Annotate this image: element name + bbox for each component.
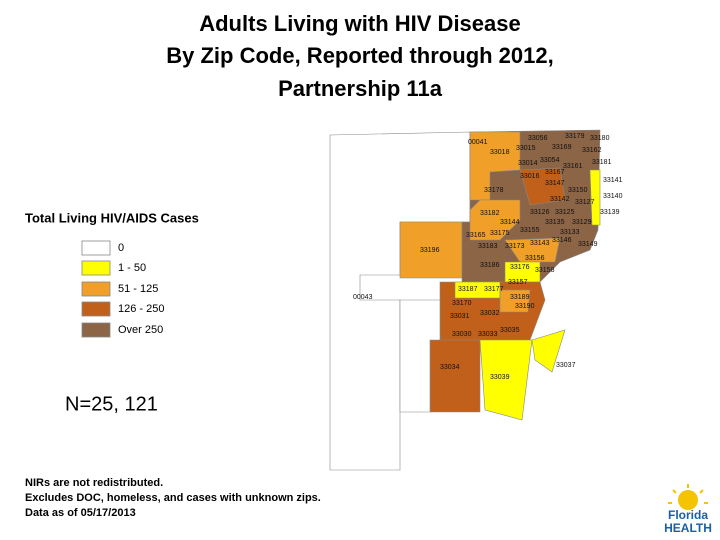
zip-label: 33177 bbox=[484, 286, 504, 293]
zip-label: 33176 bbox=[510, 264, 530, 271]
legend-swatch bbox=[81, 260, 111, 276]
zip-label: 33158 bbox=[535, 267, 555, 274]
zip-label: 33030 bbox=[452, 331, 472, 338]
title-line: Partnership 11a bbox=[278, 76, 443, 101]
zip-label: 33190 bbox=[515, 303, 535, 310]
zip-label: 33157 bbox=[508, 279, 528, 286]
zip-label: 33189 bbox=[510, 294, 530, 301]
zip-label: 00041 bbox=[468, 139, 488, 146]
map-region bbox=[479, 339, 533, 421]
zip-label: 33035 bbox=[500, 327, 520, 334]
legend-label: 51 - 125 bbox=[118, 283, 158, 295]
map-region bbox=[519, 167, 566, 206]
zip-label: 33173 bbox=[505, 243, 525, 250]
zip-label: 33014 bbox=[518, 160, 538, 167]
zip-label: 00043 bbox=[353, 294, 373, 301]
zip-label: 33140 bbox=[603, 193, 623, 200]
zip-label: 33167 bbox=[545, 169, 565, 176]
logo-text: HEALTH bbox=[664, 521, 712, 535]
zip-label: 33165 bbox=[466, 232, 486, 239]
zip-label: 33141 bbox=[603, 177, 623, 184]
map-region bbox=[399, 299, 441, 413]
legend-swatch bbox=[81, 240, 111, 256]
legend-label: 1 - 50 bbox=[118, 262, 146, 274]
map-region bbox=[499, 289, 531, 313]
map-region bbox=[469, 199, 521, 241]
note: NIRs are not redistributed. bbox=[25, 477, 163, 489]
note: Data as of 05/17/2013 bbox=[25, 507, 136, 519]
zip-label: 33178 bbox=[484, 187, 504, 194]
zip-label: 33129 bbox=[572, 219, 592, 226]
map-region bbox=[429, 339, 481, 413]
zip-label: 33126 bbox=[530, 209, 550, 216]
zip-label: 33180 bbox=[590, 135, 610, 142]
legend-label: 126 - 250 bbox=[118, 303, 164, 315]
zip-label: 33054 bbox=[540, 157, 560, 164]
zip-label: 33182 bbox=[480, 210, 500, 217]
zip-label: 33146 bbox=[552, 237, 572, 244]
title-line: Adults Living with HIV Disease bbox=[199, 11, 521, 36]
zip-label: 33144 bbox=[500, 219, 520, 226]
legend-title: Total Living HIV/AIDS Cases bbox=[25, 210, 199, 225]
logo-rays bbox=[668, 484, 708, 504]
zip-label: 33149 bbox=[578, 241, 598, 248]
logo-sun bbox=[678, 490, 698, 510]
zip-label: 33031 bbox=[450, 313, 470, 320]
map-region bbox=[469, 131, 521, 201]
zip-label: 33143 bbox=[530, 240, 550, 247]
zip-label: 33175 bbox=[490, 230, 510, 237]
zip-label: 33056 bbox=[528, 135, 548, 142]
map-region bbox=[504, 237, 561, 263]
zip-label: 33181 bbox=[592, 159, 612, 166]
zip-label: 33018 bbox=[490, 149, 510, 156]
zip-label: 33142 bbox=[550, 196, 570, 203]
legend: 0 1 - 50 51 - 125 126 - 250 Over 250 bbox=[81, 240, 164, 338]
zip-label: 33156 bbox=[525, 255, 545, 262]
legend-label: 0 bbox=[118, 242, 124, 254]
zip-label: 33127 bbox=[575, 199, 595, 206]
zip-label: 33133 bbox=[560, 229, 580, 236]
legend-swatch bbox=[81, 322, 111, 338]
zip-label: 33196 bbox=[420, 247, 440, 254]
title-line: By Zip Code, Reported through 2012, bbox=[166, 43, 553, 68]
map bbox=[329, 129, 601, 471]
zip-label: 33169 bbox=[552, 144, 572, 151]
zip-label: 33015 bbox=[516, 145, 536, 152]
zip-label: 33033 bbox=[478, 331, 498, 338]
zip-label: 33183 bbox=[478, 243, 498, 250]
zip-label: 33155 bbox=[520, 227, 540, 234]
logo-text: Florida bbox=[668, 508, 708, 522]
legend-swatch bbox=[81, 301, 111, 317]
zip-label: 33162 bbox=[582, 147, 602, 154]
zip-label: 33170 bbox=[452, 300, 472, 307]
zip-label: 33034 bbox=[440, 364, 460, 371]
zip-label: 33139 bbox=[600, 209, 620, 216]
zip-label: 33150 bbox=[568, 187, 588, 194]
zip-label: 33016 bbox=[520, 173, 540, 180]
legend-label: Over 250 bbox=[118, 324, 163, 336]
zip-label: 33037 bbox=[556, 362, 576, 369]
zip-label: 33186 bbox=[480, 262, 500, 269]
zip-label: 33125 bbox=[555, 209, 575, 216]
zip-label: 33135 bbox=[545, 219, 565, 226]
note: Excludes DOC, homeless, and cases with u… bbox=[25, 492, 321, 504]
logo: Florida HEALTH bbox=[660, 478, 716, 535]
zip-label: 33147 bbox=[545, 180, 565, 187]
zip-label: 33032 bbox=[480, 310, 500, 317]
legend-swatch bbox=[81, 281, 111, 297]
map-region bbox=[589, 169, 601, 226]
map-region bbox=[531, 329, 566, 373]
zip-label: 33161 bbox=[563, 163, 583, 170]
count-label: N=25, 121 bbox=[65, 393, 158, 415]
zip-label: 33187 bbox=[458, 286, 478, 293]
zip-label: 33179 bbox=[565, 133, 585, 140]
zip-label: 33039 bbox=[490, 374, 510, 381]
